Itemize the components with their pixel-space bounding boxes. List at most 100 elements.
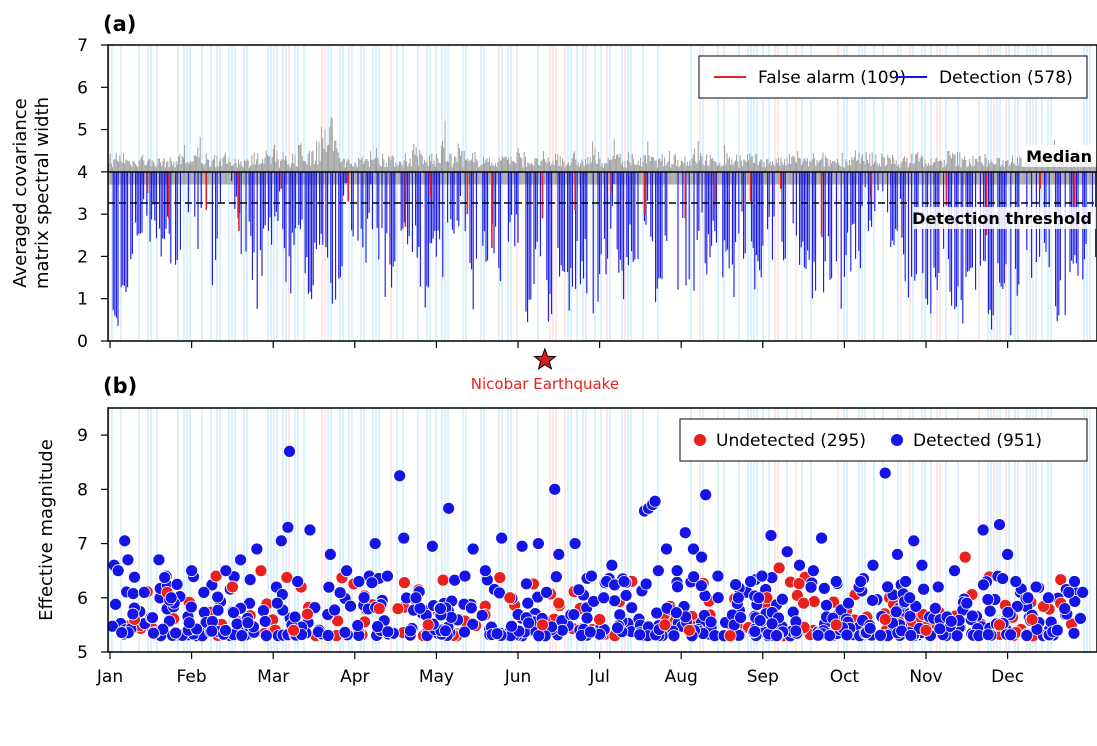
undetected-point — [391, 602, 405, 616]
detected-point — [126, 587, 140, 600]
undetected-point — [792, 577, 806, 591]
panel-b-y-axis: 5 6 7 8 9 — [77, 426, 108, 663]
detected-point — [1062, 585, 1076, 599]
panel-b-frame — [107, 407, 1097, 653]
detected-point — [283, 444, 296, 458]
detected-point — [651, 564, 665, 578]
detected-point — [322, 580, 336, 594]
detected-point — [1001, 548, 1014, 561]
panel-b-label: (b) — [103, 374, 137, 398]
undetected-point — [878, 613, 892, 626]
detected-point — [241, 616, 255, 630]
undetected-point — [209, 569, 223, 583]
legend-detected-marker — [891, 434, 903, 446]
detected-point — [532, 629, 546, 643]
detected-point — [669, 606, 683, 620]
panel-a-ylabel-line1: Averaged covariance — [10, 98, 31, 287]
detected-point — [744, 575, 757, 588]
detected-point — [540, 585, 553, 599]
undetected-point — [682, 623, 696, 637]
detected-point — [1050, 623, 1064, 637]
detected-point — [259, 629, 273, 643]
detected-point — [611, 621, 624, 635]
detected-point — [1074, 612, 1087, 625]
detected-point — [981, 628, 995, 642]
detected-point — [695, 550, 708, 564]
detected-point — [699, 488, 713, 502]
detected-point — [585, 569, 598, 583]
detected-point — [333, 586, 347, 600]
median-label-box — [1024, 145, 1097, 167]
detected-point — [687, 542, 700, 556]
detected-point — [780, 545, 794, 559]
detected-point — [235, 629, 249, 643]
detected-point — [121, 553, 135, 567]
detected-point — [520, 577, 533, 591]
panel-a-detection-bars — [112, 171, 1097, 336]
detected-point — [764, 529, 778, 542]
undetected-point — [1025, 613, 1039, 626]
detected-point — [948, 564, 961, 578]
detected-point — [184, 600, 198, 614]
detected-point — [1067, 626, 1081, 640]
detected-point — [976, 523, 990, 537]
legend-detection-label: Detection (578) — [939, 68, 1073, 88]
y-tick-label: 5 — [77, 121, 88, 141]
undetected-point — [287, 623, 301, 637]
detected-point — [608, 594, 621, 608]
undetected-point — [772, 561, 786, 575]
panel-a-frame — [107, 44, 1097, 342]
detected-point — [568, 537, 582, 550]
detected-point — [344, 599, 357, 613]
detected-point — [820, 598, 833, 612]
detected-point — [633, 628, 647, 642]
detected-point — [878, 466, 892, 480]
detected-point — [1076, 585, 1090, 599]
detected-point — [270, 596, 284, 610]
detected-point — [617, 575, 631, 588]
detected-point — [475, 609, 489, 622]
undetected-point — [536, 618, 549, 632]
y-tick-label: 1 — [77, 290, 88, 310]
detected-point — [118, 534, 132, 548]
detected-point — [146, 611, 159, 625]
detected-point — [409, 591, 423, 605]
y-tick-label: 9 — [77, 426, 88, 446]
detected-point — [211, 590, 225, 604]
detected-point — [817, 581, 831, 595]
detected-point — [323, 548, 337, 561]
y-tick-label: 4 — [77, 163, 88, 183]
detected-point — [950, 629, 964, 643]
panel-a-x-ticks — [109, 341, 1009, 348]
detected-point — [111, 564, 125, 578]
detected-point — [219, 624, 232, 637]
detected-point — [532, 537, 545, 550]
undetected-point — [254, 564, 268, 578]
earthquake-label: Nicobar Earthquake — [471, 375, 619, 393]
detected-point — [793, 558, 806, 572]
detected-point — [625, 601, 639, 615]
detected-point — [711, 569, 725, 583]
detected-point — [434, 602, 447, 616]
detected-point — [1068, 595, 1082, 608]
detected-point — [660, 542, 673, 556]
detected-point — [258, 615, 272, 628]
detected-point — [823, 629, 837, 642]
x-tick-label: May — [419, 667, 454, 687]
undetected-point — [593, 613, 606, 626]
x-tick-label: Jan — [96, 667, 123, 687]
detected-point — [185, 564, 199, 578]
detected-point — [667, 629, 681, 643]
detected-point — [907, 534, 921, 548]
detected-point — [928, 601, 942, 615]
detected-point — [1004, 628, 1018, 642]
undetected-point — [552, 596, 566, 610]
detected-point — [128, 570, 141, 584]
detected-point — [478, 564, 492, 578]
detected-point — [552, 548, 566, 561]
detected-point — [572, 583, 586, 597]
detected-point — [466, 542, 480, 556]
detected-point — [734, 611, 747, 624]
undetected-point — [797, 596, 810, 610]
detected-point — [993, 518, 1006, 531]
